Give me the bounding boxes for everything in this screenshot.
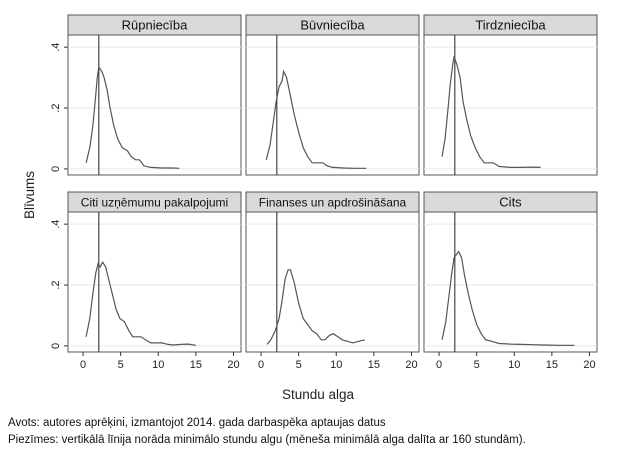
- panel-plot-area: [67, 211, 242, 353]
- panel-plot-area: [423, 211, 598, 353]
- panel: Būvniecība: [245, 14, 420, 176]
- x-tick-label: 15: [546, 359, 558, 371]
- density-curve: [441, 250, 575, 346]
- panel-title: Tirdzniecība: [475, 18, 546, 33]
- x-tick-label: 20: [405, 359, 417, 371]
- panel-title: Būvniecība: [300, 18, 365, 33]
- panel: Citi uzņēmumu pakalpojumi 0 .2 .4 0 5 10 15 20: [50, 191, 242, 371]
- density-curve: [265, 69, 367, 169]
- remark-note: Piezīmes: vertikālā līnija norāda minimā…: [8, 434, 526, 446]
- density-curve: [85, 260, 196, 346]
- x-tick-label: 5: [474, 359, 480, 371]
- x-tick-label: 10: [152, 359, 164, 371]
- y-axis-label: Blīvums: [22, 171, 37, 219]
- y-tick-label: 0: [50, 343, 62, 349]
- x-tick-label: 5: [118, 359, 124, 371]
- panel: Cits 0 5 10 15 20: [423, 191, 598, 371]
- panel: Rūpniecība 0 .2 .4: [50, 14, 242, 176]
- panel-plot-area: [67, 34, 242, 176]
- panel-title: Citi uzņēmumu pakalpojumi: [81, 196, 228, 210]
- density-curve: [266, 269, 365, 345]
- density-curve: [441, 56, 541, 168]
- y-tick-label: .4: [50, 220, 62, 229]
- x-tick-label: 0: [80, 359, 86, 371]
- x-tick-label: 20: [227, 359, 239, 371]
- x-tick-label: 15: [190, 359, 202, 371]
- panel-plot-area: [245, 34, 420, 176]
- y-tick-label: .2: [50, 280, 62, 289]
- chart-notes: Avots: autores aprēķini, izmantojot 2014…: [8, 415, 526, 449]
- x-tick-label: 10: [330, 359, 342, 371]
- panel: Tirdzniecība: [423, 14, 598, 176]
- panel-plot-area: [245, 211, 420, 353]
- panel-title: Rūpniecība: [122, 18, 189, 33]
- x-tick-label: 0: [258, 359, 264, 371]
- x-axis-label: Stundu alga: [282, 387, 355, 402]
- panel: Finanses un apdrošināšana 0 5 10 15 20: [245, 191, 420, 371]
- panel-title: Cits: [499, 195, 522, 210]
- x-tick-label: 0: [436, 359, 442, 371]
- x-tick-label: 20: [583, 359, 595, 371]
- y-tick-label: 0: [50, 166, 62, 172]
- panel-plot-area: [423, 34, 598, 176]
- density-chart: Blīvums Stundu alga Rūpniecība 0 .2 .4 Būvni…: [22, 14, 598, 402]
- density-curve: [85, 65, 180, 169]
- x-tick-label: 15: [368, 359, 380, 371]
- y-tick-label: .4: [50, 43, 62, 52]
- source-note: Avots: autores aprēķini, izmantojot 2014…: [8, 417, 386, 429]
- x-tick-label: 5: [296, 359, 302, 371]
- y-tick-label: .2: [50, 103, 62, 112]
- x-tick-label: 10: [508, 359, 520, 371]
- panel-grid: Rūpniecība 0 .2 .4 Būvniecība Tirdzniecība Cit…: [50, 14, 598, 371]
- panel-title: Finanses un apdrošināšana: [259, 196, 407, 210]
